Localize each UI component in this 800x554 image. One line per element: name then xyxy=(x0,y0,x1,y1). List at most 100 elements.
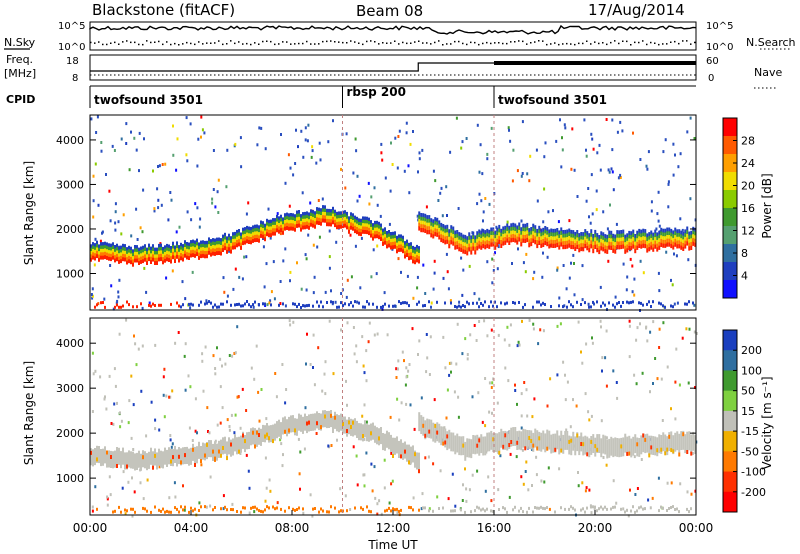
scatter-speck xyxy=(217,178,220,182)
echo-cell xyxy=(592,245,595,250)
echo-cell xyxy=(334,213,336,217)
echo-cell xyxy=(680,241,683,246)
nsearch-point xyxy=(402,41,404,44)
echo-cell xyxy=(684,244,687,249)
echo-cell xyxy=(156,251,158,255)
scatter-speck xyxy=(590,511,593,515)
echo-cell xyxy=(386,244,388,249)
scatter-speck xyxy=(667,180,670,184)
scatter-speck xyxy=(285,388,288,391)
echo-cell xyxy=(404,247,406,252)
scatter-speck xyxy=(674,417,677,421)
echo-cell xyxy=(138,247,140,252)
scatter-speck xyxy=(228,428,231,432)
echo-cell xyxy=(338,224,340,229)
echo-cell xyxy=(400,247,402,252)
scatter-speck xyxy=(563,123,566,127)
echo-cell xyxy=(518,230,521,235)
ground-cell xyxy=(684,302,686,306)
echo-cell xyxy=(468,232,471,237)
echo-cell xyxy=(174,255,176,260)
echo-cell xyxy=(236,229,238,234)
ground-cell xyxy=(386,508,388,512)
echo-column xyxy=(334,411,336,429)
echo-column xyxy=(570,436,573,456)
echo-cell xyxy=(484,241,487,246)
ground-cell xyxy=(402,301,404,305)
echo-cell xyxy=(274,231,276,236)
echo-cell xyxy=(424,228,427,233)
echo-cell xyxy=(196,245,198,250)
nsearch-point xyxy=(146,40,148,42)
echo-cell xyxy=(268,229,270,234)
echo-cell xyxy=(328,215,330,220)
echo-cell xyxy=(672,241,675,246)
ground-cell xyxy=(532,305,534,309)
scatter-speck xyxy=(289,166,292,170)
echo-cell xyxy=(580,232,583,237)
ground-cell xyxy=(358,301,360,305)
echo-cell xyxy=(180,242,182,247)
echo-cell xyxy=(610,245,613,250)
echo-cell xyxy=(100,242,102,247)
echo-cell xyxy=(570,244,573,250)
echo-column xyxy=(518,430,521,450)
scatter-speck xyxy=(103,397,106,401)
echo-cell xyxy=(256,234,258,239)
scatter-speck xyxy=(665,250,668,254)
echo-cell xyxy=(564,229,567,235)
echo-cell xyxy=(294,227,296,232)
echo-cell xyxy=(376,227,378,232)
echo-cell xyxy=(460,232,463,237)
echo-cell xyxy=(616,245,619,250)
nsearch-point xyxy=(242,43,244,45)
echo-cell xyxy=(510,238,513,243)
echo-cell xyxy=(546,242,549,247)
echo-cell xyxy=(390,245,392,250)
echo-speck xyxy=(96,457,98,462)
scatter-speck xyxy=(509,452,512,456)
scatter-speck xyxy=(92,199,95,203)
nsearch-point xyxy=(250,43,252,46)
scatter-speck xyxy=(464,467,466,471)
echo-column xyxy=(466,438,469,458)
scatter-speck xyxy=(219,357,222,361)
scatter-speck xyxy=(204,345,207,349)
scatter-speck xyxy=(478,170,481,174)
echo-column xyxy=(572,431,575,451)
echo-cell xyxy=(478,240,481,245)
scatter-speck xyxy=(491,257,494,261)
echo-cell xyxy=(658,230,661,235)
echo-cell xyxy=(420,228,423,233)
scatter-speck xyxy=(330,444,333,447)
scatter-speck xyxy=(153,209,156,213)
echo-cell xyxy=(302,215,304,220)
scatter-speck xyxy=(365,379,368,383)
echo-cell xyxy=(680,245,683,250)
scatter-speck xyxy=(536,199,539,203)
echo-cell xyxy=(502,230,505,235)
scatter-speck xyxy=(305,257,308,261)
echo-cell xyxy=(320,211,322,216)
scatter-speck xyxy=(622,262,625,266)
echo-cell xyxy=(290,223,292,228)
echo-cell xyxy=(236,240,238,244)
scatter-speck xyxy=(362,364,365,368)
echo-cell xyxy=(620,230,623,235)
echo-cell xyxy=(262,231,264,236)
echo-column xyxy=(254,428,256,446)
echo-cell xyxy=(232,238,234,243)
scatter-speck xyxy=(476,123,479,127)
echo-cell xyxy=(542,242,545,247)
scatter-speck xyxy=(133,334,135,338)
echo-cell xyxy=(260,230,262,235)
ground-cell xyxy=(166,509,168,513)
ground-cell xyxy=(438,507,440,510)
echo-column xyxy=(372,422,374,440)
echo-cell xyxy=(178,251,180,256)
echo-cell xyxy=(170,246,172,250)
echo-cell xyxy=(526,237,529,243)
scatter-speck xyxy=(571,127,574,131)
scatter-speck xyxy=(354,137,357,141)
ground-cell xyxy=(668,507,670,510)
